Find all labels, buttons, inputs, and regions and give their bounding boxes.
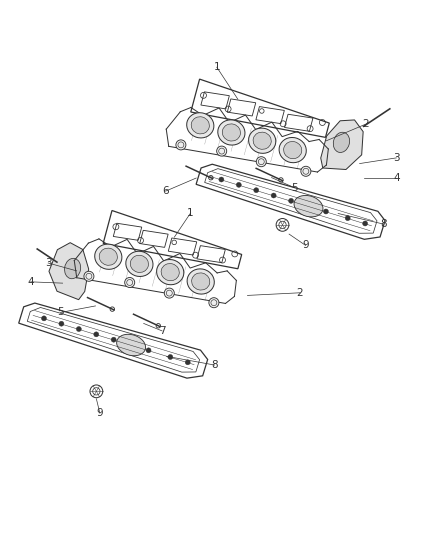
Text: 7: 7 (159, 326, 166, 336)
Circle shape (236, 182, 241, 188)
Circle shape (176, 140, 186, 150)
Ellipse shape (64, 259, 81, 279)
Ellipse shape (279, 138, 306, 163)
Circle shape (256, 157, 266, 167)
Text: 8: 8 (380, 219, 387, 229)
Circle shape (94, 332, 99, 337)
Text: 1: 1 (187, 208, 194, 218)
Ellipse shape (187, 112, 214, 138)
Text: 1: 1 (213, 62, 220, 72)
Ellipse shape (157, 260, 184, 285)
Circle shape (76, 327, 81, 332)
Circle shape (59, 321, 64, 326)
Ellipse shape (192, 273, 210, 290)
Text: 3: 3 (393, 153, 400, 163)
Ellipse shape (191, 117, 209, 134)
Circle shape (84, 271, 94, 281)
Text: 9: 9 (96, 408, 103, 418)
Circle shape (219, 177, 224, 182)
Circle shape (146, 348, 151, 353)
Text: 6: 6 (162, 186, 169, 196)
Ellipse shape (99, 248, 117, 265)
Ellipse shape (284, 141, 302, 159)
Text: 4: 4 (393, 173, 400, 183)
Polygon shape (321, 120, 363, 169)
Circle shape (42, 316, 46, 321)
Ellipse shape (131, 255, 148, 272)
Circle shape (125, 278, 135, 287)
Text: 3: 3 (45, 258, 52, 268)
Text: 5: 5 (291, 183, 298, 192)
Circle shape (254, 188, 259, 193)
Text: 5: 5 (57, 308, 64, 318)
Circle shape (271, 193, 276, 198)
Ellipse shape (95, 244, 122, 269)
Circle shape (301, 166, 311, 176)
Ellipse shape (218, 120, 245, 145)
Ellipse shape (161, 263, 179, 281)
Circle shape (323, 209, 328, 214)
Circle shape (345, 216, 350, 221)
Circle shape (217, 146, 227, 156)
Text: 9: 9 (302, 240, 309, 251)
Text: 8: 8 (211, 360, 218, 370)
Text: 4: 4 (27, 277, 34, 287)
Circle shape (363, 221, 367, 226)
Ellipse shape (117, 334, 145, 356)
Ellipse shape (126, 251, 153, 277)
Text: 2: 2 (362, 119, 369, 129)
Circle shape (209, 298, 219, 308)
Ellipse shape (294, 196, 323, 217)
Ellipse shape (187, 269, 214, 294)
Circle shape (289, 198, 293, 204)
Circle shape (168, 354, 173, 359)
Ellipse shape (333, 132, 350, 152)
Circle shape (164, 288, 174, 298)
Text: 2: 2 (297, 288, 304, 298)
Ellipse shape (223, 124, 240, 141)
Ellipse shape (249, 128, 276, 154)
Polygon shape (49, 243, 88, 300)
Circle shape (111, 337, 116, 342)
Ellipse shape (253, 132, 271, 149)
Circle shape (185, 360, 190, 365)
